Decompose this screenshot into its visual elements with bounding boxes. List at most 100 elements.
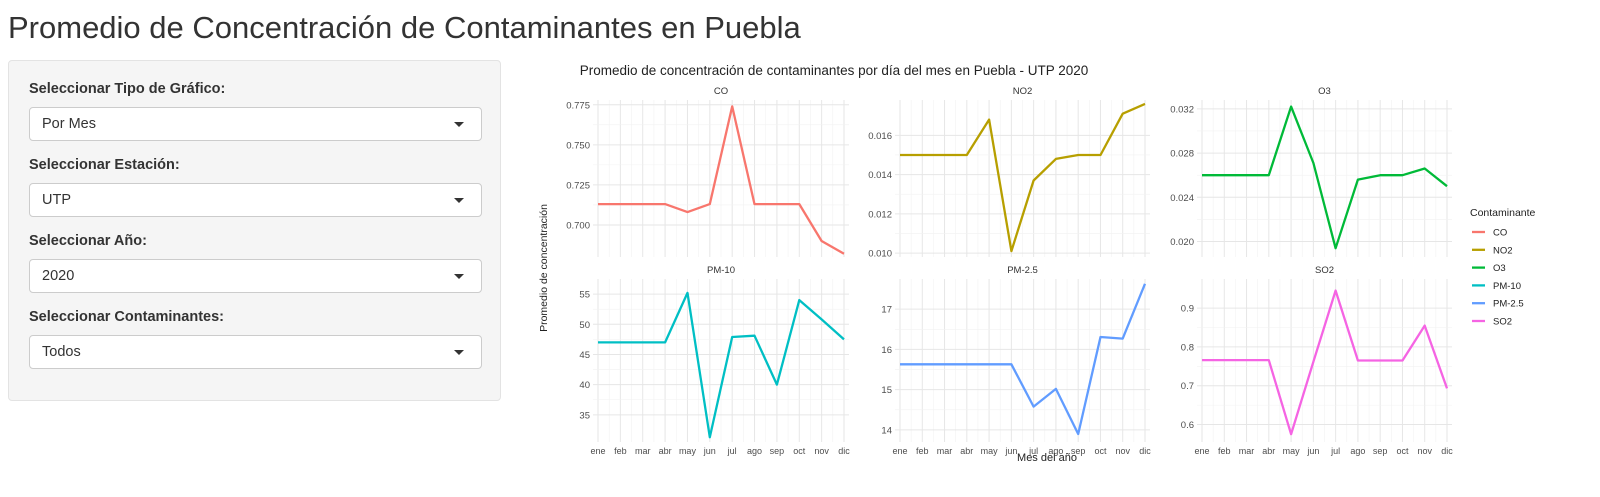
x-tick-label: oct [1094,446,1107,456]
x-tick-label: ago [1350,446,1365,456]
x-tick-label: nov [814,446,829,456]
sidebar-panel: Seleccionar Tipo de Gráfico: Por Mes Sel… [8,60,501,401]
x-axis-label: Mes del año [1017,452,1077,464]
x-tick-label: sep [1071,446,1086,456]
x-tick-label: dic [1139,446,1151,456]
legend-label: PM-2.5 [1493,299,1524,310]
station-select[interactable]: UTP [29,183,482,217]
series-line [1202,289,1449,436]
x-tick-label: jul [727,446,737,456]
x-tick-label: jun [703,446,716,456]
x-tick-label: nov [1115,446,1130,456]
x-tick-label: ene [892,446,907,456]
x-tick-label: ago [1048,446,1063,456]
legend-label: CO [1493,228,1507,239]
x-tick-label: sep [1373,446,1388,456]
y-tick-label: 0.014 [868,170,892,181]
legend-label: SO2 [1493,317,1512,328]
x-tick-label: jun [1004,446,1017,456]
y-tick-label: 0.012 [868,209,892,220]
caret-down-icon [454,350,464,355]
x-tick-label: abr [960,446,973,456]
chart-type-value: Por Mes [42,116,96,132]
series-line [598,291,845,439]
facet-title: O3 [1318,86,1331,97]
y-tick-label: 15 [881,385,892,396]
y-tick-label: 16 [881,345,892,356]
x-tick-label: ene [1194,446,1209,456]
facet-title: PM-2.5 [1007,265,1038,276]
pollutants-label: Seleccionar Contaminantes: [29,309,224,325]
series-line [900,102,1146,253]
x-tick-label: mar [937,446,953,456]
station-group: Seleccionar Estación: UTP [29,157,482,217]
y-tick-label: 0.7 [1181,381,1194,392]
y-tick-label: 17 [881,305,892,316]
y-tick-label: 45 [579,350,590,361]
y-tick-label: 0.725 [566,180,590,191]
x-tick-label: jun [1306,446,1319,456]
series-line [598,105,845,255]
x-tick-label: abr [659,446,672,456]
y-tick-label: 40 [579,380,590,391]
facet-title: CO [714,86,728,97]
page-title: Promedio de Concentración de Contaminant… [8,10,801,45]
x-tick-label: mar [635,446,651,456]
y-tick-label: 0.8 [1181,342,1194,353]
x-tick-label: sep [770,446,785,456]
caret-down-icon [454,198,464,203]
x-tick-label: oct [1396,446,1409,456]
chart-title: Promedio de concentración de contaminant… [580,63,1089,78]
x-tick-label: feb [916,446,929,456]
x-tick-label: abr [1262,446,1275,456]
caret-down-icon [454,122,464,127]
x-tick-label: dic [1441,446,1453,456]
pollutants-group: Seleccionar Contaminantes: Todos [29,309,482,369]
series-line [900,283,1147,436]
y-tick-label: 0.700 [566,220,590,231]
station-label: Seleccionar Estación: [29,157,180,173]
x-tick-label: feb [1218,446,1231,456]
y-tick-label: 55 [579,290,590,301]
year-group: Seleccionar Año: 2020 [29,233,482,293]
caret-down-icon [454,274,464,279]
y-tick-label: 0.024 [1170,193,1194,204]
x-tick-label: may [981,446,999,456]
x-tick-label: jul [1028,446,1038,456]
station-value: UTP [42,192,71,208]
x-tick-label: mar [1239,446,1255,456]
legend-title: Contaminante [1470,207,1536,219]
pollutant-facet-chart: Promedio de concentración de contaminant… [538,63,1536,464]
x-tick-label: ene [590,446,605,456]
y-tick-label: 0.010 [868,249,892,260]
legend-label: O3 [1493,263,1506,274]
y-axis-label: Promedio de concentración [538,204,550,332]
y-tick-label: 35 [579,410,590,421]
y-tick-label: 0.016 [868,131,892,142]
pollutants-value: Todos [42,344,81,360]
series-line [1202,105,1448,250]
chart-type-group: Seleccionar Tipo de Gráfico: Por Mes [29,81,482,141]
year-label: Seleccionar Año: [29,233,147,249]
y-tick-label: 0.020 [1170,237,1194,248]
legend-label: NO2 [1493,245,1513,256]
legend-label: PM-10 [1493,281,1521,292]
chart-type-select[interactable]: Por Mes [29,107,482,141]
x-tick-label: dic [838,446,850,456]
facet-title: PM-10 [707,265,735,276]
pollutants-select[interactable]: Todos [29,335,482,369]
x-tick-label: nov [1417,446,1432,456]
y-tick-label: 0.028 [1170,149,1194,160]
year-select[interactable]: 2020 [29,259,482,293]
x-tick-label: ago [747,446,762,456]
x-tick-label: may [679,446,697,456]
y-tick-label: 14 [881,425,892,436]
y-tick-label: 0.775 [566,100,590,111]
facet-title: NO2 [1013,86,1033,97]
x-tick-label: may [1283,446,1301,456]
y-tick-label: 0.9 [1181,304,1194,315]
x-tick-label: jul [1330,446,1340,456]
x-tick-label: oct [793,446,806,456]
year-value: 2020 [42,268,75,284]
x-tick-label: feb [614,446,627,456]
